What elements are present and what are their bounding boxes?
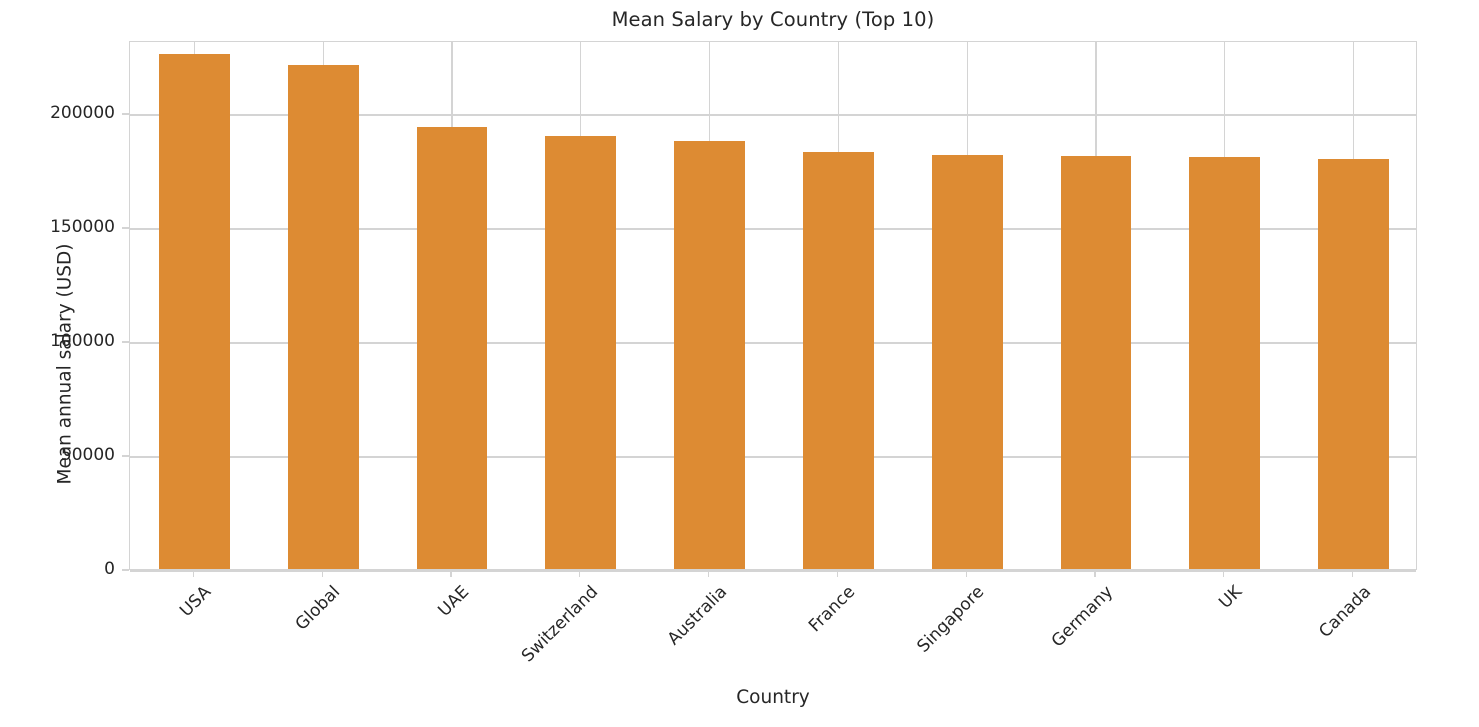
y-tick-label: 0	[104, 559, 115, 579]
x-tick-mark	[1094, 570, 1096, 577]
x-tick-mark	[965, 570, 967, 577]
plot-area	[129, 41, 1417, 572]
x-tick-mark	[192, 570, 195, 577]
x-axis-label: Country	[736, 687, 810, 708]
x-tick-mark	[1351, 570, 1354, 577]
y-tick-label: 200000	[50, 102, 115, 123]
x-tick-mark	[707, 570, 710, 577]
bar-uae[interactable]	[416, 126, 488, 569]
y-tick-label: 50000	[60, 444, 115, 465]
bar-global[interactable]	[287, 65, 359, 569]
gridline-horizontal	[130, 342, 1416, 344]
bar-australia[interactable]	[674, 141, 745, 569]
x-tick-mark	[579, 570, 581, 577]
y-tick-mark	[122, 341, 129, 343]
x-tick-mark	[1223, 570, 1225, 577]
y-tick-mark	[122, 569, 129, 571]
y-tick-mark	[122, 113, 129, 115]
bar-france[interactable]	[802, 151, 874, 569]
x-tick-mark	[450, 570, 452, 577]
gridline-horizontal	[130, 114, 1416, 116]
gridline-horizontal	[130, 570, 1416, 572]
y-tick-label: 100000	[50, 330, 115, 351]
bar-switzerland[interactable]	[545, 135, 617, 569]
bar-germany[interactable]	[1060, 156, 1132, 569]
bar-uk[interactable]	[1189, 157, 1261, 569]
gridline-horizontal	[130, 456, 1416, 458]
bar-canada[interactable]	[1318, 158, 1389, 569]
chart-title: Mean Salary by Country (Top 10)	[611, 8, 935, 31]
gridline-horizontal	[130, 228, 1416, 230]
x-tick-mark	[321, 570, 323, 577]
x-tick-mark	[836, 570, 839, 577]
bar-singapore[interactable]	[931, 155, 1003, 569]
y-tick-mark	[122, 455, 129, 457]
bar-usa[interactable]	[158, 53, 230, 569]
y-tick-label: 150000	[50, 216, 115, 237]
y-tick-mark	[122, 227, 129, 229]
